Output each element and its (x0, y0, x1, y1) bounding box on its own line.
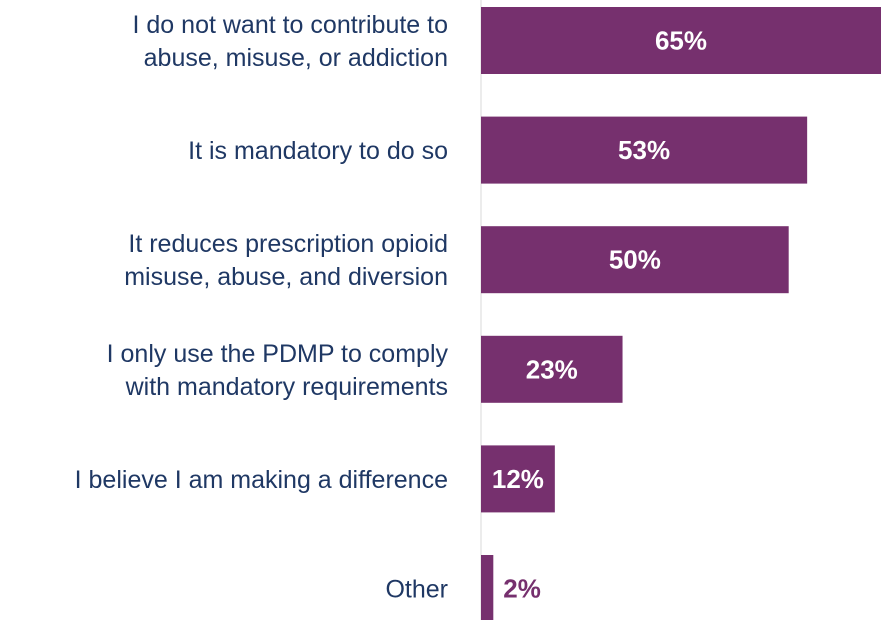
category-label-line: I only use the PDMP to comply (107, 340, 449, 368)
value-label-1: 53% (618, 135, 670, 165)
category-label-5: Other (385, 576, 448, 604)
category-label-line: Other (385, 576, 448, 604)
value-label-5: 2% (503, 574, 541, 604)
bar-2 (481, 226, 789, 294)
category-labels-layer: I do not want to contribute to abuse, mis… (75, 11, 449, 604)
category-label-line: I do not want to contribute to (133, 11, 448, 39)
category-label-3: I only use the PDMP to comply with mandat… (107, 340, 449, 401)
category-label-line: It reduces prescription opioid (128, 230, 448, 258)
value-label-3: 23% (526, 354, 578, 384)
bar-3 (481, 335, 623, 403)
bar-0 (481, 7, 881, 74)
category-label-line: abuse, misuse, or addiction (144, 44, 448, 72)
category-label-line: It is mandatory to do so (188, 137, 448, 165)
category-label-4: I believe I am making a difference (75, 466, 448, 494)
category-label-0: I do not want to contribute to abuse, mis… (133, 11, 448, 72)
value-label-2: 50% (609, 245, 661, 275)
category-label-line: I believe I am making a difference (75, 466, 448, 494)
category-label-line: misuse, abuse, and diversion (124, 263, 448, 291)
bars-layer (481, 7, 881, 620)
bar-4 (481, 445, 555, 513)
value-label-4: 12% (492, 464, 544, 494)
category-label-2: It reduces prescription opioid misuse, ab… (124, 230, 448, 291)
bar-5 (481, 555, 494, 620)
category-label-line: with mandatory requirements (125, 373, 448, 401)
value-labels-layer: 65% 53% 50% 23% 12% 2% (492, 26, 707, 604)
category-label-1: It is mandatory to do so (188, 137, 448, 165)
value-label-0: 65% (655, 26, 707, 56)
bar-1 (481, 116, 808, 184)
